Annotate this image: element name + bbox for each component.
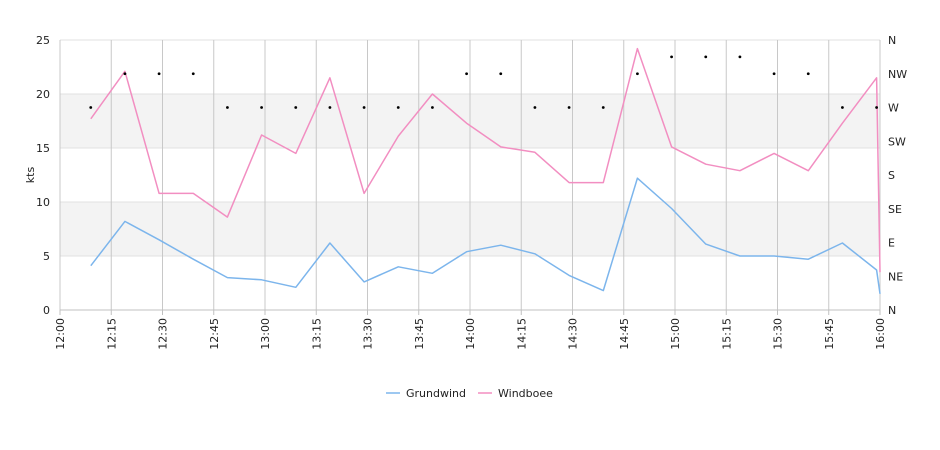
x-tick-label: 12:15	[105, 318, 118, 350]
direction-marker	[704, 55, 708, 59]
x-tick-label: 15:30	[772, 318, 785, 350]
y-tick-label: 25	[36, 34, 50, 47]
y-axis-title: kts	[24, 167, 37, 184]
series-line-windboee	[90, 47, 881, 273]
y-tick-label: 20	[36, 88, 50, 101]
x-tick-label: 14:00	[464, 318, 477, 350]
x-tick-label: 15:45	[823, 318, 836, 350]
y-tick-label: 15	[36, 142, 50, 155]
x-tick-label: 12:30	[157, 318, 170, 350]
x-tick-label: 13:30	[362, 318, 375, 350]
direction-markers	[89, 55, 878, 109]
direction-marker	[260, 106, 263, 109]
direction-marker	[226, 106, 229, 109]
y-tick-label: 5	[43, 250, 50, 263]
x-tick-label: 14:45	[618, 318, 631, 350]
y-tick-label: 10	[36, 196, 50, 209]
x-tick-label: 13:00	[259, 318, 272, 350]
y-tick-label: 0	[43, 304, 50, 317]
legend-label-windboee: Windboee	[498, 387, 553, 400]
legend-label-grundwind: Grundwind	[406, 387, 466, 400]
direction-tick-label: N	[888, 34, 896, 47]
direction-marker	[738, 55, 742, 59]
direction-tick-label: E	[888, 237, 895, 250]
x-tick-label: 14:30	[567, 318, 580, 350]
direction-tick-label: S	[888, 169, 895, 182]
direction-marker	[670, 55, 673, 59]
direction-marker	[601, 106, 605, 109]
x-tick-label: 13:45	[413, 318, 426, 350]
direction-marker	[636, 72, 639, 76]
direction-tick-label: NW	[888, 68, 907, 81]
series-line-grundwind	[90, 177, 881, 294]
direction-tick-label: NE	[888, 270, 903, 283]
x-tick-label: 15:00	[669, 318, 682, 350]
direction-marker	[396, 106, 400, 109]
direction-marker	[294, 106, 298, 109]
direction-marker	[89, 106, 93, 109]
direction-marker	[328, 106, 332, 109]
x-tick-label: 14:15	[515, 318, 528, 350]
direction-marker	[123, 72, 127, 76]
x-tick-label: 12:00	[54, 318, 67, 350]
direction-marker	[875, 106, 878, 109]
direction-tick-label: W	[888, 102, 899, 115]
direction-marker	[191, 72, 195, 76]
direction-marker	[567, 106, 571, 109]
gridlines	[59, 39, 881, 311]
x-tick-label: 16:00	[874, 318, 887, 350]
x-tick-label: 13:15	[310, 318, 323, 350]
x-tick-label: 15:15	[720, 318, 733, 350]
direction-marker	[806, 72, 810, 76]
direction-marker	[431, 106, 434, 109]
axes: 0 5 10 15 20 25 12:00 12:15 12:30 12:45 13:00 13:15…	[24, 34, 907, 350]
direction-tick-label: SW	[888, 135, 906, 148]
direction-marker	[772, 72, 776, 76]
direction-marker	[465, 72, 468, 76]
direction-tick-label: N	[888, 304, 896, 317]
direction-tick-label: SE	[888, 203, 902, 216]
direction-marker	[841, 106, 844, 109]
direction-marker	[499, 72, 503, 76]
x-tick-label: 12:45	[208, 318, 221, 350]
direction-marker	[362, 106, 366, 109]
direction-marker	[533, 106, 537, 109]
series-lines	[90, 47, 881, 294]
direction-marker	[157, 72, 161, 76]
legend: Grundwind Windboee	[386, 387, 553, 400]
